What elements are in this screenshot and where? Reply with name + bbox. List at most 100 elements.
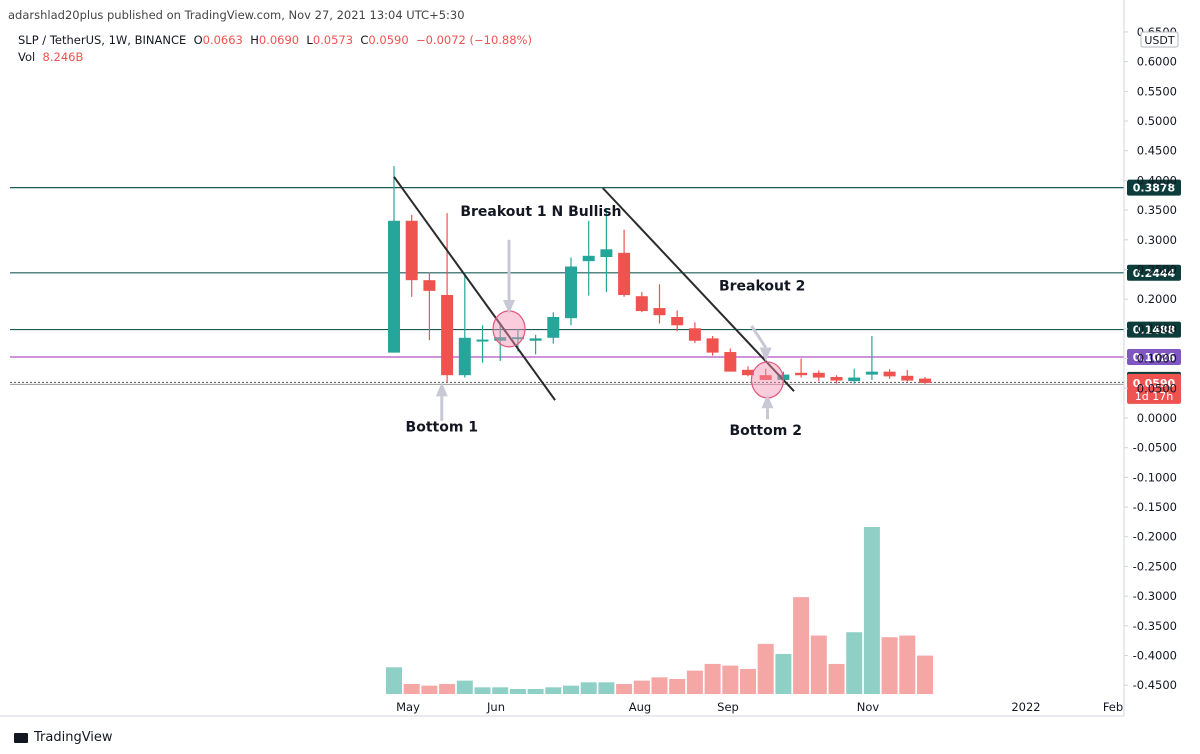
candle-body bbox=[388, 220, 400, 353]
arrow-head bbox=[761, 394, 774, 409]
volume-bar bbox=[704, 663, 721, 694]
candle-body bbox=[423, 280, 436, 291]
volume-bar bbox=[386, 667, 402, 694]
y-tick-label: -0.2500 bbox=[1133, 559, 1177, 573]
volume-bar bbox=[722, 665, 739, 694]
y-tick-label: 0.4500 bbox=[1137, 144, 1177, 158]
volume-label: Vol bbox=[18, 50, 36, 64]
bar-countdown-label: 1d 17h bbox=[1135, 390, 1173, 403]
y-tick-label: 0.5000 bbox=[1137, 114, 1177, 128]
volume-bar bbox=[580, 682, 597, 694]
symbol-name[interactable]: SLP / TetherUS, 1W, BINANCE bbox=[18, 33, 187, 47]
trendlines bbox=[393, 176, 795, 401]
tradingview-footer: TradingView bbox=[14, 730, 113, 745]
bottom1-arrow bbox=[435, 382, 448, 421]
volume-bar bbox=[598, 682, 615, 694]
volume-bar bbox=[863, 527, 880, 694]
volume-line: Vol 8.246B bbox=[18, 50, 83, 64]
low-value: 0.0573 bbox=[312, 33, 354, 47]
volume-bar bbox=[633, 680, 650, 694]
y-tick-label: 0.2500 bbox=[1137, 262, 1177, 276]
low-label: L bbox=[306, 33, 313, 47]
candle-body bbox=[511, 337, 524, 340]
open-label: O bbox=[193, 33, 203, 47]
currency-badge-label: USDT bbox=[1144, 34, 1175, 47]
last-price-tag bbox=[1127, 373, 1181, 404]
y-tick-label: 0.3000 bbox=[1137, 233, 1177, 247]
y-tick-label: -0.1000 bbox=[1133, 470, 1177, 484]
y-tick-label: -0.1500 bbox=[1133, 500, 1177, 514]
volume-bar bbox=[775, 653, 792, 694]
candle-body bbox=[901, 375, 914, 381]
y-tick-label: -0.3000 bbox=[1133, 589, 1177, 603]
arrow-head bbox=[503, 300, 516, 315]
level-tag bbox=[1127, 321, 1181, 338]
y-tick-label: -0.0500 bbox=[1133, 441, 1177, 455]
y-tick-label: 0.1500 bbox=[1137, 322, 1177, 336]
arrow-shaft bbox=[750, 325, 767, 349]
candle-body bbox=[653, 308, 666, 316]
volume-bar bbox=[651, 677, 668, 694]
volume-bar bbox=[509, 688, 526, 694]
close-label: C bbox=[360, 33, 369, 47]
candle-body bbox=[848, 377, 861, 382]
highlight-circle bbox=[750, 361, 785, 399]
volume-bar bbox=[439, 683, 456, 694]
y-tick-label: -0.4000 bbox=[1133, 648, 1177, 662]
volume-bar bbox=[899, 635, 916, 694]
candle-body bbox=[405, 220, 418, 281]
candle-body bbox=[600, 249, 613, 258]
candle-body bbox=[635, 296, 648, 312]
y-tick-label: 0.5500 bbox=[1137, 84, 1177, 98]
y-tick-label: 0.1000 bbox=[1137, 352, 1177, 366]
level-tag bbox=[1127, 264, 1181, 281]
y-tick-label: 0.6000 bbox=[1137, 55, 1177, 69]
purple-level-tag-label: 0.1026 bbox=[1133, 351, 1176, 364]
y-tick-label: -0.4500 bbox=[1133, 678, 1177, 692]
annotation-label: Bottom 2 bbox=[729, 423, 802, 439]
volume-bar bbox=[421, 685, 438, 694]
y-tick-label: -0.3500 bbox=[1133, 619, 1177, 633]
last-price-label: 0.0590 bbox=[1133, 377, 1176, 390]
volume-bar bbox=[492, 687, 509, 694]
x-tick-label: Feb bbox=[1103, 700, 1123, 714]
volume-bars bbox=[386, 527, 933, 694]
candle-body bbox=[706, 338, 719, 353]
high-value: 0.0690 bbox=[258, 33, 300, 47]
volume-bar bbox=[810, 635, 827, 694]
purple-level-tag bbox=[1127, 349, 1181, 366]
volume-bar bbox=[527, 688, 544, 694]
price-axis: 0.65000.60000.55000.50000.45000.40000.35… bbox=[1123, 0, 1179, 716]
x-tick-label: May bbox=[396, 700, 420, 714]
x-tick-label: Nov bbox=[857, 700, 880, 714]
candle-body bbox=[547, 316, 560, 338]
bottom2-arrow bbox=[761, 394, 774, 420]
volume-bar bbox=[828, 663, 845, 694]
candle-body bbox=[441, 295, 454, 376]
candle-body bbox=[795, 372, 808, 376]
high-label: H bbox=[250, 33, 259, 47]
y-tick-label: 0.4000 bbox=[1137, 173, 1177, 187]
volume-bar bbox=[669, 678, 686, 694]
level-tag-label: 0.2444 bbox=[1133, 267, 1176, 280]
volume-bar bbox=[545, 687, 562, 694]
y-tick-label: 0.0500 bbox=[1137, 381, 1177, 395]
candle-body bbox=[529, 338, 542, 341]
candle-body bbox=[582, 255, 595, 262]
candle-body bbox=[494, 337, 507, 341]
y-tick-label: 0.0000 bbox=[1137, 411, 1177, 425]
volume-bar bbox=[846, 632, 863, 694]
candle-body bbox=[919, 378, 931, 383]
volume-value: 8.246B bbox=[42, 50, 84, 64]
time-axis: May Jun Aug Sep Nov 2022 Feb bbox=[0, 700, 1124, 717]
volume-bar bbox=[563, 685, 579, 694]
open-value: 0.0663 bbox=[202, 33, 243, 47]
symbol-ohlc-line: SLP / TetherUS, 1W, BINANCE O0.0663 H0.0… bbox=[18, 33, 532, 47]
volume-bar bbox=[616, 683, 633, 694]
candle-body bbox=[476, 339, 489, 342]
candle-body bbox=[724, 352, 737, 372]
annotations: Breakout 1 N Bullish Breakout 2 Bottom 1 Bo… bbox=[406, 204, 806, 439]
